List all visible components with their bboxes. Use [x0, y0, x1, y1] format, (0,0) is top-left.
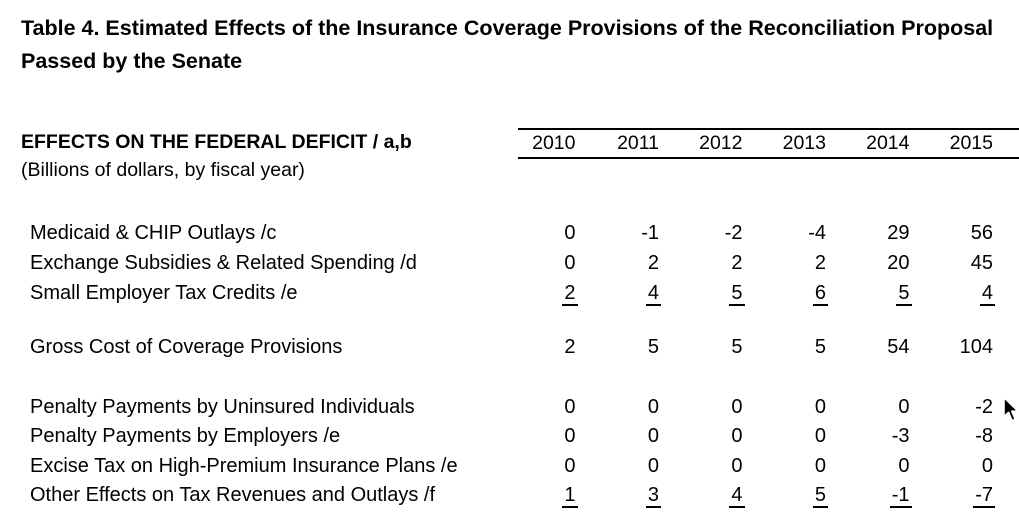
underlined-value: 5 — [729, 282, 745, 306]
value-cell: 0 — [981, 455, 993, 477]
value-cell: 4 — [602, 278, 686, 308]
value-cell: 5 — [814, 336, 826, 358]
year-column-header: 2014 — [866, 132, 910, 154]
value-cell: 0 — [564, 222, 576, 244]
units-sublabel: (Billions of dollars, by fiscal year) — [21, 159, 305, 181]
value-cell: -7 — [936, 480, 1019, 510]
value-cell: 0 — [564, 425, 576, 447]
underlined-value: 2 — [562, 282, 578, 306]
table-row: Other Effects on Tax Revenues and Outlay… — [21, 480, 1019, 510]
value-cell: 0 — [898, 455, 910, 477]
underlined-value: 5 — [812, 484, 828, 508]
row-label: Gross Cost of Coverage Provisions — [30, 336, 343, 358]
value-cell: 45 — [970, 252, 993, 274]
table-row: Penalty Payments by Employers /e 0 0 0 0 -3 -8 — [21, 421, 1019, 451]
value-cell: 0 — [814, 425, 826, 447]
year-column-header: 2013 — [782, 132, 826, 154]
row-label: Excise Tax on High-Premium Insurance Pla… — [30, 455, 458, 477]
value-cell: 0 — [731, 455, 743, 477]
table-row: Exchange Subsidies & Related Spending /d… — [21, 248, 1019, 278]
value-cell: 5 — [685, 278, 769, 308]
table-title-line1: Table 4. Estimated Effects of the Insura… — [21, 16, 994, 40]
value-cell: 54 — [887, 336, 910, 358]
year-column-header: 2012 — [699, 132, 743, 154]
value-cell: 1 — [518, 480, 602, 510]
value-cell: 0 — [814, 455, 826, 477]
value-cell: 2 — [814, 252, 826, 274]
underlined-value: 1 — [562, 484, 578, 508]
table-row: Medicaid & CHIP Outlays /c 0 -1 -2 -4 29 56 — [21, 218, 1019, 248]
table-row: Penalty Payments by Uninsured Individual… — [21, 392, 1019, 422]
table-title-line2: Passed by the Senate — [21, 49, 243, 73]
year-column-header: 2015 — [949, 132, 993, 154]
value-cell: 0 — [564, 252, 576, 274]
value-cell: 4 — [936, 278, 1019, 308]
value-cell: 0 — [647, 425, 659, 447]
underlined-value: 4 — [645, 282, 661, 306]
underlined-value: 4 — [729, 484, 745, 508]
value-cell: -2 — [975, 396, 993, 418]
value-cell: 0 — [647, 396, 659, 418]
value-cell: 2 — [731, 252, 743, 274]
value-cell: 104 — [959, 336, 993, 358]
value-cell: -2 — [724, 222, 743, 244]
year-column-header: 2010 — [532, 132, 576, 154]
value-cell: -1 — [852, 480, 936, 510]
table-row: Small Employer Tax Credits /e 2 4 5 6 5 4 — [21, 278, 1019, 308]
row-label: Penalty Payments by Employers /e — [30, 425, 341, 447]
underlined-value: 5 — [896, 282, 912, 306]
value-cell: 0 — [647, 455, 659, 477]
row-label: Other Effects on Tax Revenues and Outlay… — [30, 484, 436, 506]
value-cell: 2 — [564, 336, 576, 358]
value-cell: 0 — [731, 396, 743, 418]
table-row: Gross Cost of Coverage Provisions 2 5 5 5 54 1… — [21, 332, 1019, 362]
effects-header-label: EFFECTS ON THE FEDERAL DEFICIT / a,b — [21, 131, 412, 153]
row-label: Small Employer Tax Credits /e — [30, 282, 298, 304]
value-cell: -8 — [975, 425, 993, 447]
underlined-value: 6 — [812, 282, 828, 306]
value-cell: 0 — [564, 396, 576, 418]
value-cell: 5 — [769, 480, 853, 510]
value-cell: 20 — [887, 252, 910, 274]
underlined-value: 3 — [645, 484, 661, 508]
value-cell: 0 — [564, 455, 576, 477]
value-cell: -4 — [808, 222, 826, 244]
value-cell: 0 — [814, 396, 826, 418]
value-cell: -3 — [891, 425, 910, 447]
value-cell: 5 — [647, 336, 659, 358]
underlined-value: -1 — [889, 484, 912, 508]
table-row: Excise Tax on High-Premium Insurance Pla… — [21, 451, 1019, 481]
value-cell: 2 — [518, 278, 602, 308]
value-cell: 5 — [731, 336, 743, 358]
value-cell: 6 — [769, 278, 853, 308]
value-cell: 5 — [852, 278, 936, 308]
row-label: Medicaid & CHIP Outlays /c — [30, 222, 277, 244]
row-label: Exchange Subsidies & Related Spending /d — [30, 252, 417, 274]
year-header-row: 2010 2011 2012 2013 2014 2015 — [518, 128, 1019, 159]
value-cell: 2 — [647, 252, 659, 274]
value-cell: -1 — [641, 222, 659, 244]
value-cell: 4 — [685, 480, 769, 510]
value-cell: 29 — [887, 222, 910, 244]
value-cell: 0 — [731, 425, 743, 447]
underlined-value: -7 — [973, 484, 995, 508]
value-cell: 0 — [898, 396, 910, 418]
underlined-value: 4 — [979, 282, 995, 306]
year-column-header: 2011 — [617, 132, 659, 154]
value-cell: 3 — [602, 480, 686, 510]
row-label: Penalty Payments by Uninsured Individual… — [30, 396, 415, 418]
value-cell: 56 — [970, 222, 993, 244]
